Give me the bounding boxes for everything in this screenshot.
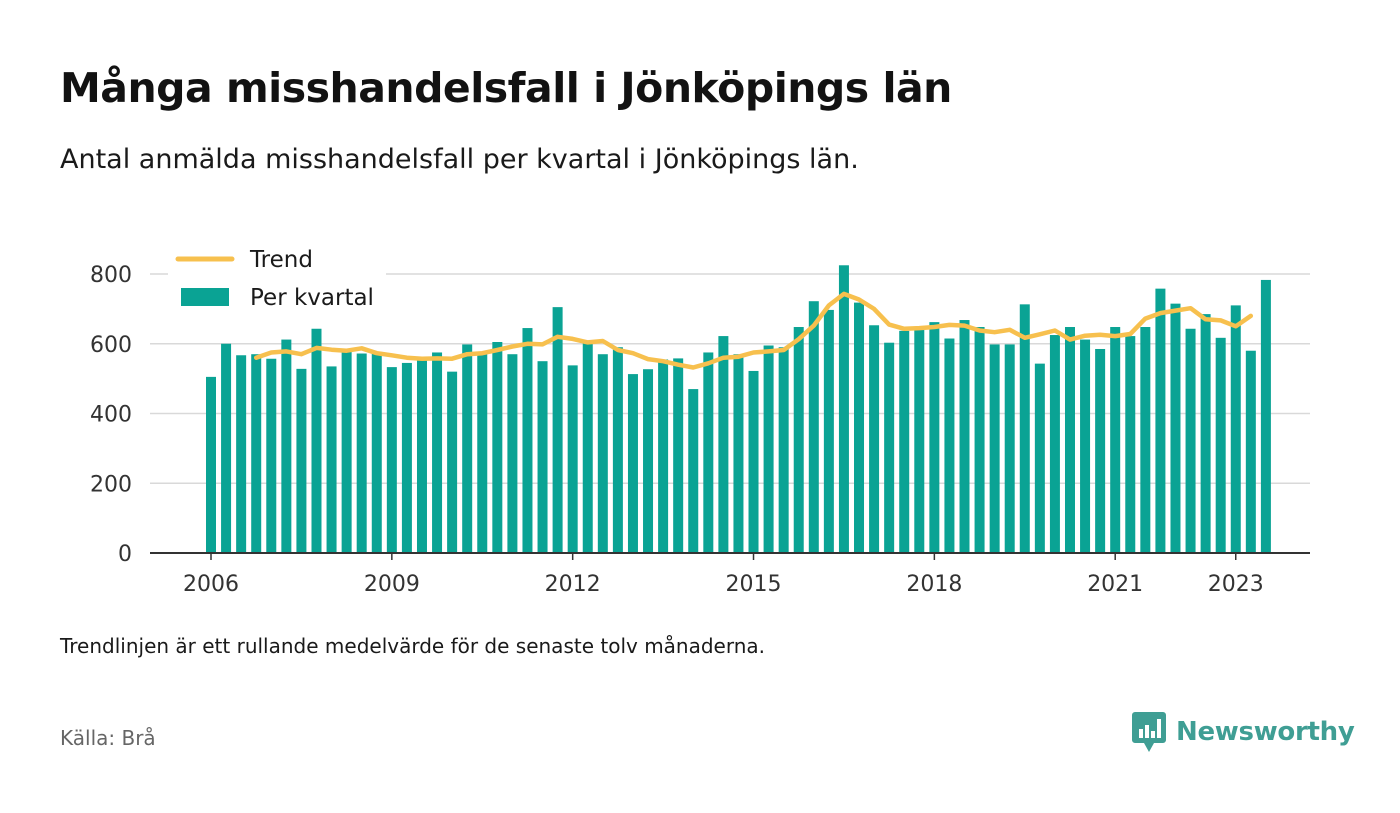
bar bbox=[1049, 335, 1060, 553]
bar bbox=[1245, 350, 1256, 553]
bar bbox=[492, 342, 503, 553]
bar bbox=[1004, 344, 1015, 553]
y-tick-label: 200 bbox=[90, 472, 132, 497]
bar bbox=[341, 350, 352, 553]
bar bbox=[311, 328, 322, 553]
x-tick-label: 2009 bbox=[364, 572, 420, 597]
bar bbox=[823, 309, 834, 553]
bar bbox=[236, 355, 247, 553]
bar bbox=[507, 354, 518, 553]
legend-bar-swatch bbox=[181, 288, 229, 306]
bar bbox=[1170, 303, 1181, 553]
bar bbox=[462, 344, 473, 553]
legend-background bbox=[168, 242, 386, 322]
bar bbox=[1019, 304, 1030, 553]
bar bbox=[552, 307, 563, 553]
source-label: Källa: Brå bbox=[60, 726, 156, 750]
bar bbox=[371, 352, 382, 553]
bar bbox=[643, 369, 654, 553]
bar bbox=[1064, 327, 1075, 553]
bar bbox=[416, 359, 427, 553]
bar bbox=[1080, 339, 1091, 553]
bar bbox=[1095, 348, 1106, 553]
bar bbox=[1230, 305, 1241, 553]
bar bbox=[221, 343, 232, 553]
bar bbox=[899, 330, 910, 553]
bar bbox=[658, 359, 669, 553]
bar bbox=[673, 358, 684, 553]
bar bbox=[1200, 314, 1211, 553]
bar bbox=[748, 370, 759, 553]
bar bbox=[763, 345, 774, 553]
bar bbox=[793, 327, 804, 553]
y-tick-label: 800 bbox=[90, 263, 132, 288]
x-tick-label: 2023 bbox=[1208, 572, 1264, 597]
bar bbox=[612, 347, 623, 553]
bar bbox=[627, 374, 638, 553]
bar bbox=[989, 344, 1000, 553]
x-tick-label: 2012 bbox=[545, 572, 601, 597]
bar bbox=[1185, 328, 1196, 553]
bar bbox=[281, 339, 292, 553]
bar bbox=[884, 342, 895, 553]
bar bbox=[688, 389, 699, 553]
bar bbox=[1140, 327, 1151, 553]
bar bbox=[974, 327, 985, 553]
bar bbox=[326, 366, 337, 553]
bar bbox=[251, 354, 262, 553]
chart-subtitle: Antal anmälda misshandelsfall per kvarta… bbox=[60, 144, 859, 175]
bar bbox=[718, 336, 729, 553]
chart-title: Många misshandelsfall i Jönköpings län bbox=[60, 64, 952, 112]
bar bbox=[808, 301, 819, 553]
legend-label: Trend bbox=[249, 247, 313, 273]
y-tick-label: 600 bbox=[90, 333, 132, 358]
bar bbox=[266, 358, 277, 553]
bar bbox=[522, 328, 533, 553]
bar bbox=[869, 325, 880, 553]
newsworthy-brand[interactable]: Newsworthy bbox=[1132, 712, 1355, 752]
bar bbox=[929, 322, 940, 553]
x-tick-label: 2021 bbox=[1087, 572, 1143, 597]
bar bbox=[582, 342, 593, 553]
bar bbox=[959, 320, 970, 553]
newsworthy-logo-icon bbox=[1132, 712, 1166, 752]
bar bbox=[432, 352, 443, 553]
bar bbox=[1215, 337, 1226, 553]
bar bbox=[296, 368, 307, 553]
bar bbox=[838, 265, 849, 553]
bar bbox=[778, 347, 789, 553]
bar bbox=[1260, 279, 1271, 553]
bar bbox=[401, 362, 412, 553]
trend-note: Trendlinjen är ett rullande medelvärde f… bbox=[60, 634, 766, 658]
bar bbox=[567, 365, 578, 553]
bar bbox=[733, 354, 744, 553]
bar bbox=[386, 367, 397, 553]
bar bbox=[1125, 336, 1136, 553]
y-tick-label: 0 bbox=[118, 542, 132, 567]
bar bbox=[1155, 288, 1166, 553]
bar bbox=[1110, 327, 1121, 553]
x-tick-label: 2018 bbox=[906, 572, 962, 597]
bar bbox=[597, 354, 608, 553]
bar bbox=[477, 352, 488, 553]
bar bbox=[703, 352, 714, 553]
y-tick-label: 400 bbox=[90, 403, 132, 428]
bar bbox=[854, 302, 865, 553]
bar bbox=[537, 361, 548, 553]
bar bbox=[356, 353, 367, 553]
brand-name: Newsworthy bbox=[1176, 717, 1355, 747]
bar bbox=[206, 376, 216, 553]
x-tick-label: 2006 bbox=[183, 572, 239, 597]
bar bbox=[944, 338, 955, 553]
bar bbox=[914, 328, 925, 553]
bar bbox=[1034, 363, 1045, 553]
trend-line bbox=[253, 291, 1254, 370]
bar bbox=[447, 371, 458, 553]
legend-label: Per kvartal bbox=[250, 285, 374, 311]
x-tick-label: 2015 bbox=[726, 572, 782, 597]
